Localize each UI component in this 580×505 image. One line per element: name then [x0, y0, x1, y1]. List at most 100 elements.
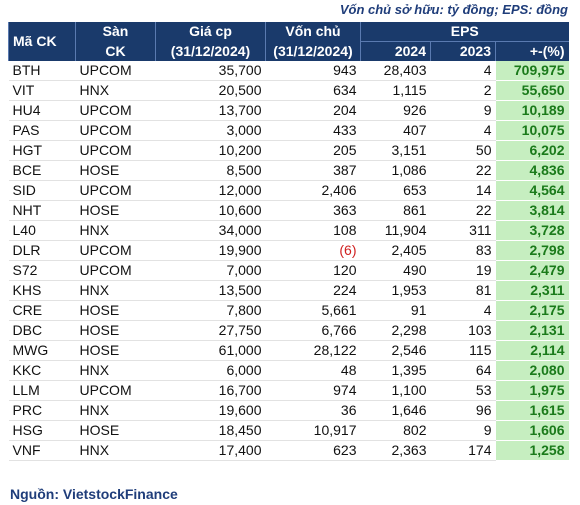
- ticker: MWG: [8, 340, 76, 361]
- eps-2023: 2: [430, 80, 496, 101]
- eps-2023: 81: [430, 280, 496, 301]
- header-eps-col: 2023: [430, 41, 496, 61]
- table-row: PAS UPCOM 3,000 433 407 4 10,075: [8, 120, 569, 141]
- table-row: PRC HNX 19,600 36 1,646 96 1,615: [8, 400, 569, 421]
- eps-change: 1,606: [495, 420, 569, 441]
- equity: 48: [265, 360, 361, 381]
- exchange: UPCOM: [75, 380, 156, 401]
- header-price-date: (31/12/2024): [155, 41, 266, 61]
- table-row: LLM UPCOM 16,700 974 1,100 53 1,975: [8, 380, 569, 401]
- ticker: HGT: [8, 140, 76, 161]
- price: 61,000: [155, 340, 266, 361]
- ticker: NHT: [8, 200, 76, 221]
- ticker: L40: [8, 220, 76, 241]
- equity: 224: [265, 280, 361, 301]
- eps-2023: 14: [430, 180, 496, 201]
- price: 18,450: [155, 420, 266, 441]
- exchange: HOSE: [75, 320, 156, 341]
- price: 7,000: [155, 260, 266, 281]
- header-eps: EPS: [360, 22, 569, 42]
- eps-2024: 1,646: [360, 400, 431, 421]
- table-row: MWG HOSE 61,000 28,122 2,546 115 2,114: [8, 340, 569, 361]
- equity: 974: [265, 380, 361, 401]
- price: 19,600: [155, 400, 266, 421]
- price: 3,000: [155, 120, 266, 141]
- eps-2024: 3,151: [360, 140, 431, 161]
- price: 17,400: [155, 440, 266, 461]
- eps-change: 2,311: [495, 280, 569, 301]
- eps-2023: 115: [430, 340, 496, 361]
- exchange: UPCOM: [75, 100, 156, 121]
- eps-2023: 50: [430, 140, 496, 161]
- exchange: HOSE: [75, 420, 156, 441]
- equity: 120: [265, 260, 361, 281]
- table-row: HU4 UPCOM 13,700 204 926 9 10,189: [8, 100, 569, 121]
- header-ticker: Mã CK: [8, 22, 76, 61]
- table-row: VNF HNX 17,400 623 2,363 174 1,258: [8, 440, 569, 461]
- header-eps-col: +-(%): [495, 41, 569, 61]
- equity: 2,406: [265, 180, 361, 201]
- eps-change: 2,080: [495, 360, 569, 381]
- table-row: BCE HOSE 8,500 387 1,086 22 4,836: [8, 160, 569, 181]
- exchange: HOSE: [75, 300, 156, 321]
- eps-2024: 802: [360, 420, 431, 441]
- ticker: S72: [8, 260, 76, 281]
- eps-2024: 2,546: [360, 340, 431, 361]
- equity: (6): [265, 240, 361, 261]
- table-row: S72 UPCOM 7,000 120 490 19 2,479: [8, 260, 569, 281]
- exchange: HNX: [75, 400, 156, 421]
- header-equity: Vốn chủ: [265, 22, 361, 42]
- equity: 387: [265, 160, 361, 181]
- eps-2024: 407: [360, 120, 431, 141]
- eps-2023: 22: [430, 200, 496, 221]
- eps-2023: 9: [430, 420, 496, 441]
- price: 6,000: [155, 360, 266, 381]
- eps-change: 2,798: [495, 240, 569, 261]
- price: 16,700: [155, 380, 266, 401]
- eps-2024: 490: [360, 260, 431, 281]
- eps-change: 709,975: [495, 61, 569, 81]
- eps-change: 10,189: [495, 100, 569, 121]
- exchange: HOSE: [75, 340, 156, 361]
- eps-change: 4,836: [495, 160, 569, 181]
- eps-change: 3,728: [495, 220, 569, 241]
- equity: 204: [265, 100, 361, 121]
- eps-2023: 174: [430, 440, 496, 461]
- price: 10,600: [155, 200, 266, 221]
- eps-2024: 926: [360, 100, 431, 121]
- table-row: VIT HNX 20,500 634 1,115 2 55,650: [8, 80, 569, 101]
- equity: 205: [265, 140, 361, 161]
- eps-2024: 653: [360, 180, 431, 201]
- eps-2023: 311: [430, 220, 496, 241]
- table-row: HGT UPCOM 10,200 205 3,151 50 6,202: [8, 140, 569, 161]
- equity: 433: [265, 120, 361, 141]
- table-row: DLR UPCOM 19,900 (6) 2,405 83 2,798: [8, 240, 569, 261]
- eps-change: 1,258: [495, 440, 569, 461]
- ticker: HSG: [8, 420, 76, 441]
- ticker: KHS: [8, 280, 76, 301]
- table-row: NHT HOSE 10,600 363 861 22 3,814: [8, 200, 569, 221]
- price: 8,500: [155, 160, 266, 181]
- eps-change: 6,202: [495, 140, 569, 161]
- ticker: VNF: [8, 440, 76, 461]
- header-exchange: Sàn: [75, 22, 156, 42]
- eps-change: 55,650: [495, 80, 569, 101]
- ticker: DLR: [8, 240, 76, 261]
- eps-2024: 1,115: [360, 80, 431, 101]
- price: 34,000: [155, 220, 266, 241]
- eps-change: 2,479: [495, 260, 569, 281]
- exchange: HNX: [75, 220, 156, 241]
- exchange: HNX: [75, 440, 156, 461]
- header-exchange-2: CK: [75, 41, 156, 61]
- price: 10,200: [155, 140, 266, 161]
- equity: 363: [265, 200, 361, 221]
- table-body: BTH UPCOM 35,700 943 28,403 4 709,975 VIT HNX 20,…: [8, 61, 569, 461]
- equity: 28,122: [265, 340, 361, 361]
- eps-2024: 1,086: [360, 160, 431, 181]
- unit-note: Vốn chủ sở hữu: tỷ đồng; EPS: đồng: [339, 2, 568, 17]
- equity: 108: [265, 220, 361, 241]
- eps-table: Mã CK Sàn Giá cp Vốn chủ EPS CK (31/12/2…: [8, 22, 569, 461]
- exchange: UPCOM: [75, 240, 156, 261]
- equity: 5,661: [265, 300, 361, 321]
